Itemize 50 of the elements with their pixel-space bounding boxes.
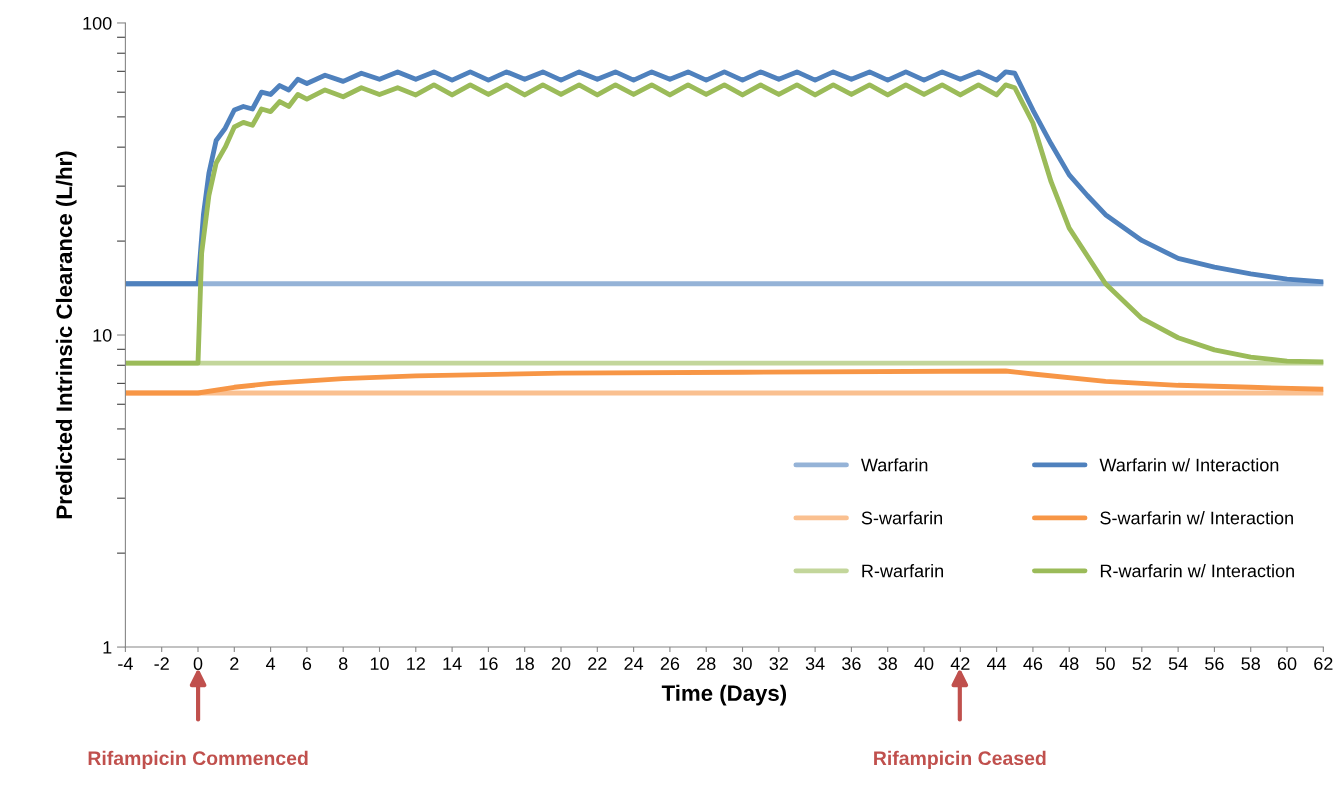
x-tick-label: 54	[1168, 657, 1188, 671]
x-tick-label: 22	[588, 657, 607, 670]
x-tick-label: 56	[1205, 657, 1224, 671]
legend-label: Warfarin	[860, 458, 928, 472]
x-tick-label: 26	[660, 657, 680, 671]
x-tick-label: 36	[842, 657, 861, 671]
x-tick-label: 52	[1132, 657, 1151, 671]
x-tick-label: 48	[1059, 657, 1079, 671]
x-tick-label: 34	[805, 657, 825, 671]
x-tick-label: 18	[516, 657, 534, 671]
x-tick-label: 58	[1241, 657, 1260, 671]
x-tick-label: 60	[1277, 657, 1297, 671]
legend-label: S-warfarin	[861, 511, 942, 525]
x-tick-label: 6	[302, 657, 312, 671]
x-tick-label: 28	[697, 657, 716, 671]
text: Rifampicin Ceased	[874, 750, 1046, 769]
legend-label: S-warfarin w/ Interaction	[1100, 511, 1293, 525]
x-tick-label: 42	[950, 657, 970, 670]
x-tick-label: 30	[733, 657, 752, 671]
line-series	[125, 82, 1324, 366]
x-tick-label: 0	[193, 657, 203, 671]
x-tick-label: 4	[265, 657, 276, 670]
text: Rifampicin Commenced	[88, 750, 308, 769]
x-tick-label: 32	[769, 657, 788, 671]
x-tick-label: 50	[1096, 657, 1115, 671]
x-tick-label: 44	[986, 657, 1007, 670]
x-tick-label: 20	[551, 657, 571, 671]
y-tick-label: 10	[93, 328, 112, 342]
legend-label: Warfarin w/ Interaction	[1099, 458, 1279, 472]
y-axis-title: Predicted Intrinsic Clearance (L/hr)	[55, 151, 77, 519]
x-tick-label: 24	[624, 657, 644, 670]
y-tick-label: 1	[103, 641, 112, 654]
y-tick-label: 100	[83, 16, 112, 30]
x-axis-title: Time (Days)	[661, 684, 787, 706]
x-tick-label: 14	[443, 657, 462, 670]
x-tick-label: 8	[338, 657, 348, 671]
x-tick-label: 40	[914, 657, 934, 671]
x-tick-label: 2	[230, 657, 239, 670]
line-series	[125, 368, 1324, 396]
x-tick-label: -4	[118, 657, 133, 670]
x-tick-label: 16	[479, 657, 498, 671]
x-tick-label: 38	[878, 657, 897, 671]
x-tick-label: -2	[154, 657, 169, 670]
legend-label: R-warfarin	[862, 564, 943, 578]
x-tick-label: 46	[1023, 657, 1043, 671]
line-series	[125, 69, 1324, 287]
x-tick-label: 10	[370, 657, 389, 671]
x-tick-label: 62	[1314, 657, 1333, 671]
legend-label: R-warfarin w/ Interaction	[1100, 564, 1294, 578]
x-tick-label: 12	[407, 657, 425, 670]
